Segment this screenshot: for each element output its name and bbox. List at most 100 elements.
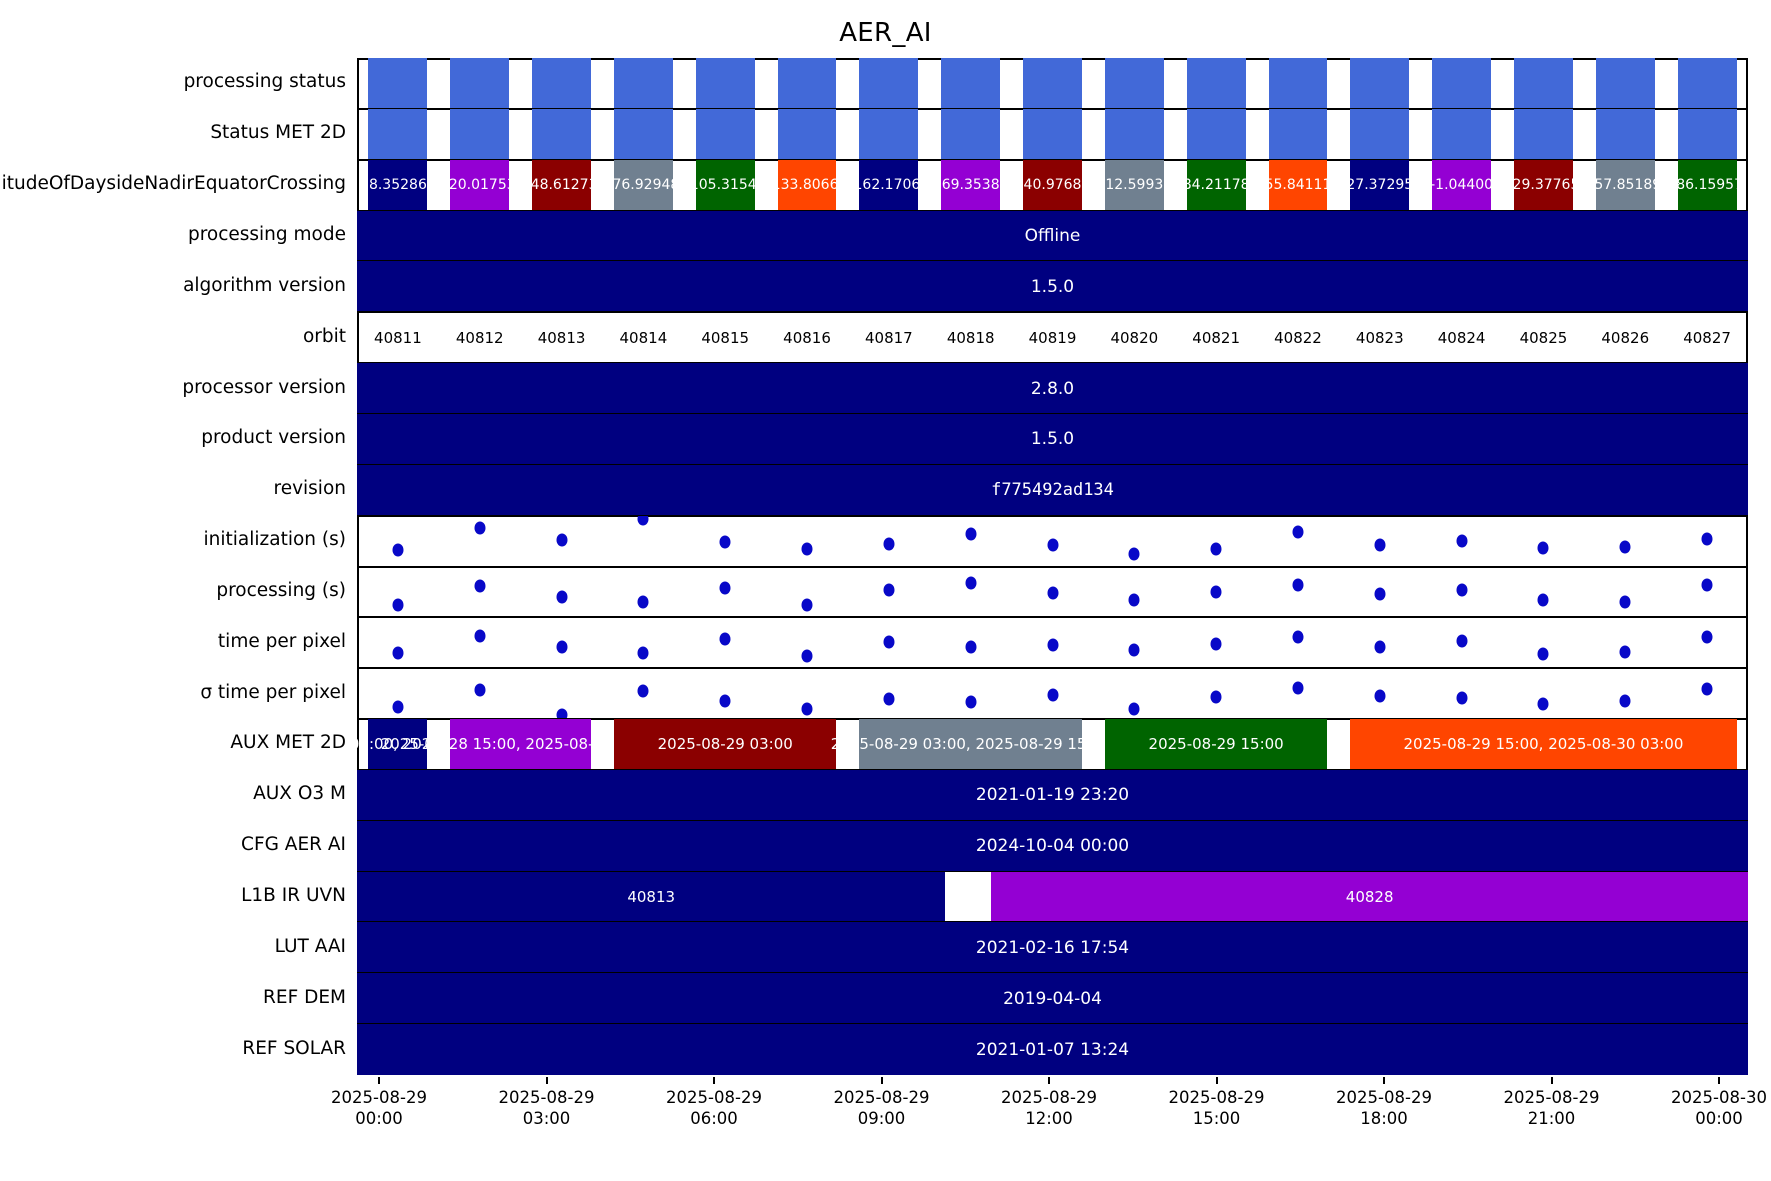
- x-axis-tick: [1048, 1077, 1050, 1084]
- x-axis-tick: [880, 1077, 883, 1084]
- longitude-value: -86.15957: [1671, 177, 1744, 194]
- status-block: [1595, 108, 1655, 160]
- timeline-row-initialization-s: [357, 515, 1748, 567]
- full-span-block: [357, 464, 1748, 516]
- longitude-value: -76.92948: [607, 177, 680, 194]
- longitude-value: 84.21178: [1182, 177, 1250, 194]
- x-tick-time: 15:00: [1192, 1108, 1241, 1128]
- timeline-row-time-per-pixel: [357, 668, 1748, 720]
- x-tick-time: 00:00: [1695, 1108, 1743, 1128]
- l1b-segment: [991, 871, 1748, 923]
- row-label-product-version: product version: [201, 427, 346, 449]
- scatter-point: [965, 695, 977, 709]
- timeline-row-ref-solar: 2021-01-07 13:24: [357, 1024, 1748, 1075]
- scatter-point: [556, 590, 568, 604]
- scatter-point: [1701, 578, 1713, 592]
- row-label-cfg-aer-ai: CFG AER AI: [241, 834, 346, 856]
- scatter-point: [801, 649, 813, 663]
- scatter-point: [719, 535, 731, 549]
- longitude-value: -133.80663: [766, 177, 848, 194]
- status-block: [1513, 108, 1573, 160]
- orbit-label: 40813: [537, 328, 586, 347]
- timeline-row-aux-met-2d: 2025-08-28 03:00, 2025-08-28 15:002025-0…: [357, 719, 1748, 770]
- full-span-block: [357, 922, 1748, 974]
- longitude-value: 27.37295: [1346, 177, 1414, 194]
- scatter-point: [1701, 630, 1713, 644]
- timeline-row-cfg-aer-ai: 2024-10-04 00:00: [357, 820, 1748, 872]
- full-span-block: [357, 973, 1748, 1025]
- orbit-label: 40826: [1601, 328, 1650, 347]
- x-tick-time: 06:00: [690, 1108, 738, 1128]
- scatter-point: [1210, 585, 1222, 599]
- orbit-label: 40824: [1437, 328, 1486, 347]
- scatter-point: [883, 635, 895, 649]
- longitude-block: [450, 159, 510, 211]
- orbit-label: 40820: [1110, 328, 1159, 347]
- row-label-orbit: orbit: [302, 325, 346, 347]
- longitude-block: [1186, 159, 1246, 211]
- scatter-point: [883, 537, 895, 551]
- scatter-point: [965, 576, 977, 590]
- longitude-block: [1595, 159, 1655, 211]
- status-block: [941, 108, 1001, 160]
- row-label-processing-status: processing status: [183, 71, 346, 93]
- timeline-row-processing-mode: Offline: [357, 210, 1748, 262]
- timeline-row-lut-aai: 2021-02-16 17:54: [357, 922, 1748, 974]
- orbit-label: 40825: [1519, 328, 1568, 347]
- row-divider: [357, 514, 1748, 517]
- aux-met-segment: [450, 719, 591, 770]
- x-tick-time: 09:00: [857, 1108, 906, 1128]
- scatter-point: [1047, 638, 1058, 652]
- longitude-block: [613, 159, 673, 211]
- scatter-point: [1292, 578, 1304, 592]
- orbit-label: 40823: [1355, 328, 1404, 347]
- status-block: [1513, 58, 1573, 109]
- l1b-segment-label: 40813: [627, 888, 676, 907]
- scatter-point: [474, 579, 486, 593]
- status-block: [450, 108, 510, 160]
- x-axis-tick: [1383, 1077, 1385, 1084]
- x-axis-tick: [713, 1077, 715, 1084]
- scatter-point: [637, 595, 649, 609]
- x-tick-date: 2025-08-29: [1336, 1088, 1432, 1107]
- timeline-row-product-version: 1.5.0: [357, 413, 1748, 465]
- timeline-plot: 8.35286 -20.01753 -48.61273 -76.92948 -105.3…: [357, 58, 1748, 1075]
- scatter-point: [1374, 538, 1386, 552]
- l1b-segment: [945, 871, 992, 923]
- timeline-row-time-per-pixel: [357, 617, 1748, 668]
- x-tick-time: 00:00: [355, 1108, 403, 1128]
- scatter-point: [801, 702, 813, 716]
- orbit-label: 40811: [374, 328, 422, 347]
- timeline-row-processor-version: 2.8.0: [357, 363, 1748, 414]
- orbit-label: 40816: [783, 328, 831, 347]
- orbit-label: 40812: [455, 328, 504, 347]
- longitude-block: [1268, 159, 1328, 211]
- scatter-point: [1619, 694, 1631, 708]
- timeline-row-aux-o3-m: 2021-01-19 23:20: [357, 769, 1748, 821]
- scatter-point: [392, 598, 404, 612]
- row-label-aux-o3-m: AUX O3 M: [253, 783, 346, 805]
- longitude-value: 140.97684: [1014, 177, 1091, 194]
- longitude-block: [777, 159, 837, 211]
- full-span-block: [357, 1024, 1748, 1075]
- scatter-point: [1619, 540, 1631, 554]
- full-span-value: 2021-01-19 23:20: [975, 785, 1130, 806]
- page-title: AER_AI: [839, 18, 932, 48]
- scatter-point: [719, 632, 731, 646]
- scatter-point: [1128, 643, 1140, 657]
- status-block: [368, 108, 428, 160]
- longitude-value: 112.59938: [1096, 177, 1173, 194]
- aux-met-label: 2025-08-29 15:00: [1148, 735, 1284, 754]
- x-tick-date: 2025-08-29: [833, 1088, 930, 1107]
- status-block: [368, 58, 428, 109]
- scatter-point: [474, 683, 486, 697]
- x-tick-time: 12:00: [1025, 1108, 1073, 1128]
- status-block: [1432, 108, 1492, 160]
- scatter-point: [1047, 538, 1058, 552]
- x-axis-tick-label: 2025-08-29 21:00: [1504, 1088, 1600, 1129]
- longitude-value: -57.85189: [1589, 177, 1662, 194]
- x-tick-date: 2025-08-29: [666, 1088, 762, 1107]
- status-block: [613, 58, 673, 109]
- scatter-point: [1047, 586, 1058, 600]
- aux-met-label: 2025-08-28 15:00, 2025-08-29 03:00: [380, 735, 661, 754]
